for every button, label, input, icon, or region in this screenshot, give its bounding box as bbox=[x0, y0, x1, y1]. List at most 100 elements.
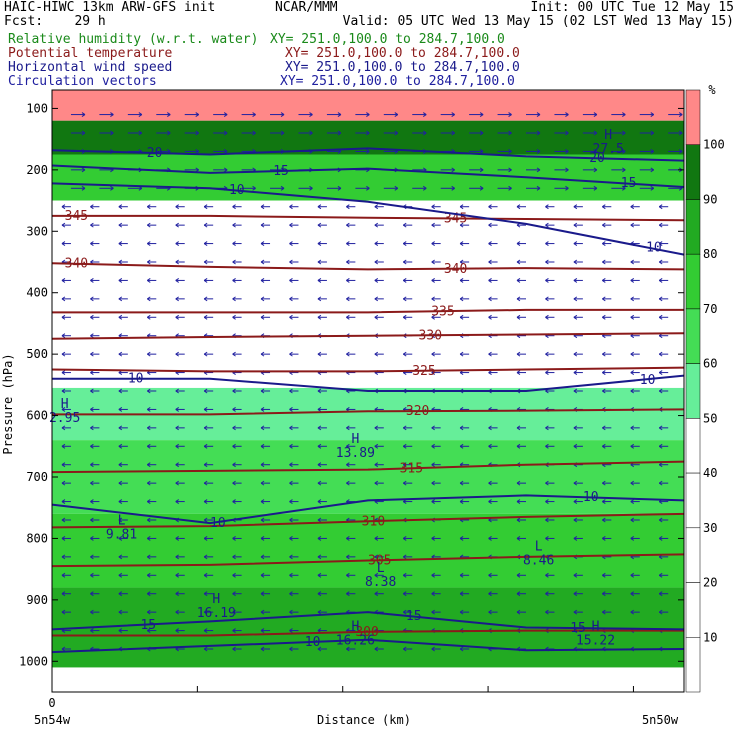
wind-vector-head bbox=[337, 112, 342, 117]
wind-contour-label: 15 bbox=[406, 609, 422, 624]
wind-vector-head bbox=[346, 591, 350, 597]
extremum-marker: H bbox=[351, 432, 359, 447]
wind-vector-head bbox=[147, 480, 151, 486]
y-tick-label: 1000 bbox=[19, 654, 48, 668]
wind-vector-head bbox=[175, 388, 179, 394]
wind-vector-head bbox=[147, 554, 151, 560]
wind-vector-head bbox=[61, 407, 66, 412]
wind-vector-head bbox=[90, 572, 94, 578]
wind-vector-head bbox=[203, 296, 208, 302]
wind-vector-head bbox=[147, 388, 151, 394]
wind-vector-head bbox=[545, 204, 549, 210]
wind-vector-head bbox=[289, 572, 293, 578]
wind-vector-head bbox=[602, 499, 606, 504]
wind-vector-head bbox=[260, 517, 265, 523]
wind-vector-head bbox=[374, 554, 379, 560]
wind-vector-head bbox=[630, 425, 635, 431]
wind-vector-head bbox=[402, 462, 407, 468]
theta-contour-label: 335 bbox=[431, 304, 454, 319]
extremum-marker: L bbox=[535, 540, 543, 555]
wind-vector-head bbox=[516, 609, 521, 615]
extremum-marker: L bbox=[118, 513, 126, 528]
wind-vector-head bbox=[366, 130, 370, 136]
wind-vector-head bbox=[175, 554, 179, 560]
wind-vector-head bbox=[147, 296, 151, 302]
wind-vector-head bbox=[346, 278, 350, 283]
wind-vector-head bbox=[630, 259, 635, 265]
wind-vector-head bbox=[147, 572, 151, 578]
wind-vector-head bbox=[508, 167, 512, 173]
wind-vector-head bbox=[90, 241, 94, 246]
wind-vector-head bbox=[175, 536, 179, 541]
wind-contour bbox=[51, 494, 685, 525]
wind-vector-head bbox=[488, 241, 492, 246]
wind-vector-head bbox=[223, 130, 228, 136]
wind-vector-head bbox=[366, 185, 370, 191]
wind-vector-head bbox=[317, 425, 322, 431]
wind-vector-head bbox=[346, 296, 350, 302]
wind-vector-head bbox=[374, 480, 379, 486]
wind-vector-head bbox=[402, 351, 407, 357]
wind-vector-head bbox=[488, 443, 492, 449]
wind-vector-head bbox=[431, 480, 435, 486]
wind-vector-head bbox=[374, 241, 379, 246]
wind-vector-head bbox=[203, 222, 208, 228]
wind-vector-head bbox=[602, 480, 606, 486]
wind-vector-head bbox=[374, 462, 379, 468]
wind-vector-head bbox=[203, 278, 208, 283]
theta-contour-label: 300 bbox=[355, 625, 378, 640]
wind-vector-head bbox=[118, 241, 123, 246]
wind-contour-label: 10 bbox=[229, 183, 245, 198]
wind-vector-head bbox=[602, 572, 606, 578]
wind-vector-head bbox=[147, 314, 151, 320]
wind-vector-head bbox=[232, 259, 236, 265]
wind-vector-head bbox=[602, 241, 606, 246]
wind-vector-head bbox=[459, 222, 464, 228]
wind-vector-head bbox=[545, 351, 549, 357]
run-title: HAIC-HIWC 13km ARW-GFS init bbox=[4, 0, 216, 15]
wind-vector-head bbox=[459, 296, 464, 302]
wind-vector-head bbox=[516, 591, 521, 597]
wind-vector-head bbox=[545, 296, 549, 302]
wind-vector-head bbox=[451, 167, 455, 173]
wind-vector-head bbox=[118, 443, 123, 449]
field-rh: Relative humidity (w.r.t. water) bbox=[8, 32, 259, 47]
wind-vector-head bbox=[309, 130, 313, 136]
x-axis-title: Distance (km) bbox=[317, 713, 411, 727]
wind-vector-head bbox=[289, 480, 293, 486]
y-tick-label: 900 bbox=[26, 593, 48, 607]
y-tick-label: 600 bbox=[26, 409, 48, 423]
wind-vector-head bbox=[622, 185, 626, 191]
wind-vector-head bbox=[90, 443, 94, 449]
wind-vector-head bbox=[516, 480, 521, 486]
wind-vector-head bbox=[602, 222, 606, 228]
wind-vector-head bbox=[346, 572, 350, 578]
wind-vector-head bbox=[593, 149, 598, 154]
wind-vector-head bbox=[602, 609, 606, 615]
theta-contour bbox=[51, 460, 685, 474]
wind-vector-head bbox=[516, 296, 521, 302]
extremum-value: 8.46 bbox=[523, 554, 554, 569]
theta-contour bbox=[52, 214, 685, 222]
init-time: Init: 00 UTC Tue 12 May 15 bbox=[530, 0, 735, 15]
wind-vector-head bbox=[602, 536, 606, 541]
wind-vector-head bbox=[232, 480, 236, 486]
wind-vector-head bbox=[650, 112, 655, 117]
wind-vector-head bbox=[147, 443, 151, 449]
wind-vector-head bbox=[658, 443, 663, 449]
wind-vector-head bbox=[223, 112, 228, 117]
wind-vector-head bbox=[260, 222, 265, 228]
wind-vector-head bbox=[431, 314, 435, 320]
wind-vector-head bbox=[317, 204, 322, 210]
wind-vector-head bbox=[488, 259, 492, 265]
wind-vector-head bbox=[118, 628, 123, 633]
wind-vector-head bbox=[147, 351, 151, 357]
theta-contour-label: 310 bbox=[362, 514, 385, 529]
wind-vector-head bbox=[545, 278, 549, 283]
wind-vector-head bbox=[118, 462, 123, 468]
wind-vector-head bbox=[545, 241, 549, 246]
forecast-hour: Fcst: 29 h bbox=[4, 14, 106, 29]
org-label: NCAR/MMM bbox=[275, 0, 338, 15]
wind-vector-head bbox=[118, 278, 123, 283]
